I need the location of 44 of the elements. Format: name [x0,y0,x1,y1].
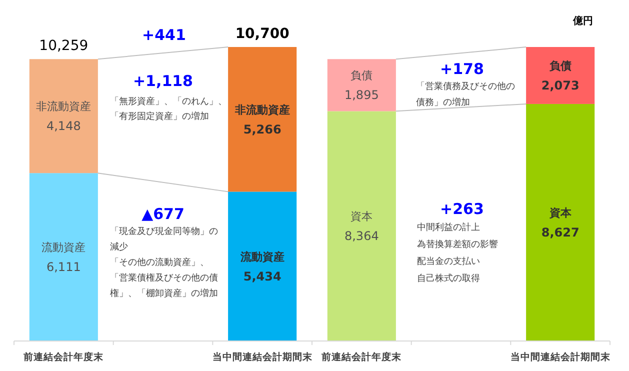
data-label: 8,627 [541,225,580,240]
series-label: 負債 [350,69,373,82]
bar [526,104,595,341]
annotation: +178 [440,60,484,78]
annotation: 自己株式の取得 [417,273,480,284]
bar [228,192,297,341]
x-tick-label: 前連結会計年度末 [22,351,105,363]
text: 流動資産 [240,250,284,264]
annotation: 「営業債務及びその他の債務」の増加 [416,81,515,108]
series-label: 流動資産 [42,241,86,254]
bar [526,47,595,104]
annotation: +1,118 [132,72,194,90]
bar [327,59,396,112]
series-label: 非流動資産 [36,100,92,114]
x-tick-label: 当中間連結会計期間末 [212,351,314,363]
annotation: 「その他の流動資産」、「営業債権及びその他の債権」、「棚卸資産」の増加 [110,257,218,299]
data-label: 5,434 [243,269,282,284]
bar [29,173,98,341]
annotation: +263 [440,200,484,218]
text: 負債 [549,59,572,72]
text: +441 [142,26,186,44]
series-label: 資本 [350,210,373,224]
bar [29,59,98,174]
bar [327,111,396,341]
data-label: 8,364 [344,229,379,244]
annotation: ▲677 [142,205,184,223]
data-label: 4,148 [46,119,81,134]
annotation: 中間利益の計上 [417,222,480,233]
x-tick-label: 当中間連結会計期間末 [510,351,612,363]
annotation: 「無形資産」、「のれん」、「有形固定資産」の増加 [110,96,227,122]
bar [228,47,297,192]
text: 非流動資産 [234,103,290,116]
text: 資本 [549,206,572,220]
text: 億円 [572,15,593,27]
data-label: 2,073 [541,78,580,92]
annotation: 配当金の支払い [417,256,480,267]
x-tick-label: 前連結会計年度末 [320,351,403,363]
annotation: 為替換算差額の影響 [417,239,498,250]
data-label: 5,266 [243,122,282,136]
annotation: 「現金及び現金同等物」の減少 [110,226,218,252]
data-label: 1,895 [344,88,379,102]
total-label: 10,700 [235,26,290,42]
total-label: 10,259 [39,38,88,54]
data-label: 6,111 [46,260,81,274]
